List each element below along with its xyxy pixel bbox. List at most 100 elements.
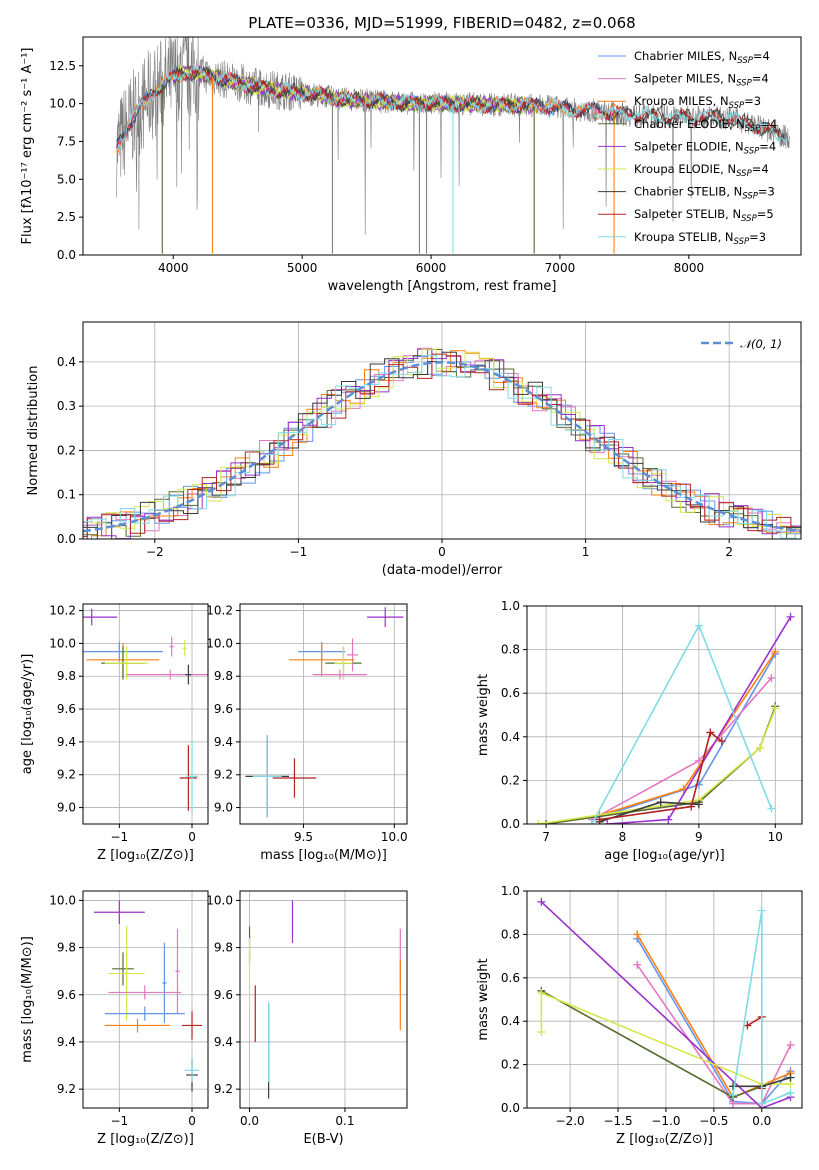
y-tick-label: 0.2 <box>57 443 76 457</box>
y-axis-label: mass [log₁₀(M/M⊙)] <box>20 936 35 1063</box>
legend-sub: SSP <box>729 101 745 111</box>
y-tick-label: 1.0 <box>501 884 520 898</box>
data-point-marker <box>656 798 665 807</box>
data-point-marker <box>786 612 795 621</box>
legend-suffix: =3 <box>744 94 761 108</box>
y-tick-label: 9.4 <box>214 1035 233 1049</box>
x-tick-label: −0.5 <box>699 1114 728 1128</box>
axes-frame <box>82 890 209 1109</box>
axes-frame <box>82 603 209 825</box>
y-tick-label: 9.2 <box>214 768 233 782</box>
x-axis-label: Z [log₁₀(Z/Z⊙)] <box>616 1132 713 1147</box>
legend-sub: SSP <box>737 56 753 66</box>
y-tick-label: 9.6 <box>214 702 233 716</box>
x-tick-label: 9 <box>695 830 703 844</box>
y-tick-label: 9.4 <box>214 735 233 749</box>
data-point-marker <box>729 1082 738 1091</box>
series-line <box>636 938 792 1105</box>
y-tick-label: 10.0 <box>49 893 76 907</box>
data-point-marker <box>542 820 551 824</box>
data-point-marker <box>595 815 604 824</box>
data-point-marker <box>694 621 703 630</box>
histogram-chabrier-miles <box>83 356 801 539</box>
y-tick-label: 9.2 <box>214 1082 233 1096</box>
series-line <box>599 651 776 817</box>
x-tick-label: 0 <box>188 1114 196 1128</box>
legend-label: 𝒩(0, 1) <box>740 337 782 351</box>
legend-suffix: =4 <box>753 49 770 63</box>
data-point-marker <box>786 1088 795 1097</box>
legend-entry: Kroupa STELIB, NSSP=3 <box>634 230 766 247</box>
y-tick-label: 0.0 <box>501 1101 520 1115</box>
y-tick-label: 0.0 <box>57 248 76 262</box>
mass-vs-reddening-panel: 0.0 0.1 9.2 9.4 9.6 9.8 10.0 E(B-V) <box>206 890 408 1147</box>
y-tick-label: 0.1 <box>57 488 76 502</box>
data-point-marker <box>537 897 546 906</box>
y-tick-label: 0.4 <box>501 730 520 744</box>
axes-frame <box>239 603 408 825</box>
x-tick-label: 0 <box>188 830 196 844</box>
y-tick-label: 9.8 <box>57 669 76 683</box>
legend-suffix: =4 <box>760 117 777 131</box>
data-point-marker <box>537 1028 546 1037</box>
axes-frame <box>526 890 803 1109</box>
y-axis-label: mass weight <box>476 958 491 1040</box>
x-tick-label: 1 <box>582 545 590 559</box>
data-point-marker <box>603 820 612 824</box>
y-tick-label: 0.2 <box>501 1058 520 1072</box>
x-axis-label: age [log₁₀(age/yr)] <box>604 848 725 863</box>
x-tick-label: −1 <box>290 545 308 559</box>
series-line <box>591 623 773 824</box>
x-tick-label: −2 <box>146 545 164 559</box>
y-tick-label: 7.5 <box>57 134 76 148</box>
legend-label: Chabrier MILES, N <box>634 49 737 63</box>
y-tick-label: 0.0 <box>57 532 76 546</box>
x-axis-label: Z [log₁₀(Z/Z⊙)] <box>97 1132 194 1147</box>
x-tick-label: 2 <box>725 545 733 559</box>
y-tick-label: 9.6 <box>57 988 76 1002</box>
legend-label: Salpeter STELIB, N <box>634 207 741 221</box>
y-tick-label: 12.5 <box>49 59 76 73</box>
legend-sub: SSP <box>741 214 757 224</box>
legend-sub: SSP <box>744 146 760 156</box>
x-tick-label: 7000 <box>545 261 576 275</box>
series-line <box>599 731 723 821</box>
data-point-marker <box>767 804 776 813</box>
x-tick-label: 0.1 <box>335 1114 354 1128</box>
data-point-marker <box>771 647 780 656</box>
y-tick-label: 10.0 <box>206 893 233 907</box>
legend-sub: SSP <box>745 124 761 134</box>
axes-frame <box>82 36 802 256</box>
x-axis-label: E(B-V) <box>303 1132 343 1147</box>
x-tick-label: 7 <box>542 830 550 844</box>
data-point-marker <box>717 737 726 746</box>
axes-frame <box>82 321 802 540</box>
y-tick-label: 9.8 <box>214 941 233 955</box>
legend-label: Kroupa STELIB, N <box>634 230 734 244</box>
data-point-marker <box>786 1041 795 1050</box>
weight-vs-metallicity-panel: −2.0 −1.5 −1.0 −0.5 0.0 0.0 0.2 0.4 0.6 0.8 1.0 Z [… <box>476 884 803 1147</box>
data-point-marker <box>537 988 546 997</box>
data-point-marker <box>694 800 703 809</box>
x-tick-label: −1 <box>110 1114 128 1128</box>
legend-suffix: =4 <box>752 162 769 176</box>
series-line <box>746 1015 763 1108</box>
legend-label: Salpeter ELODIE, N <box>634 139 744 153</box>
y-tick-label: 9.6 <box>214 988 233 1002</box>
legend-entry: Salpeter STELIB, NSSP=5 <box>634 207 774 224</box>
legend-label: Kroupa MILES, N <box>634 94 729 108</box>
age-vs-mass-panel: 9.5 10.0 9.0 9.2 9.4 9.6 9.8 10.0 10.2 mass [log₁… <box>206 603 408 863</box>
y-axis-label: age [log₁₀(age/yr)] <box>20 654 35 775</box>
data-point-marker <box>534 820 543 824</box>
data-point-marker <box>587 820 596 824</box>
y-tick-label: 0.3 <box>57 399 76 413</box>
legend-entry: Kroupa ELODIE, NSSP=4 <box>634 162 769 179</box>
data-point-marker <box>729 1090 738 1099</box>
y-tick-label: 10.0 <box>49 97 76 111</box>
gaussian-reference-line <box>82 361 802 533</box>
data-point-marker <box>755 743 764 752</box>
x-tick-label: 0.0 <box>240 1114 259 1128</box>
data-point-marker <box>633 930 642 939</box>
legend-sub: SSP <box>742 192 758 202</box>
x-tick-label: −2.0 <box>556 1114 585 1128</box>
